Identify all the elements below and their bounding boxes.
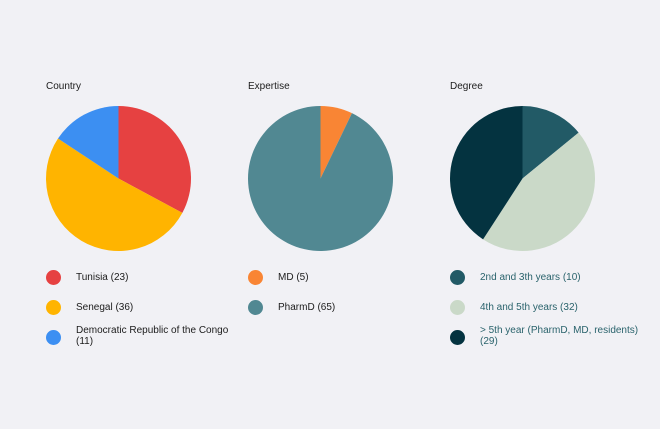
- pie-slice-4th-and-5th-years: [483, 132, 596, 252]
- expertise-chart: Expertise MD (5) PharmD (65): [248, 0, 448, 429]
- legend-item: Senegal (36): [46, 295, 246, 321]
- legend-label: Senegal (36): [76, 302, 134, 313]
- degree-chart: Degree 2nd and 3th years (10) 4th and 5th …: [450, 0, 650, 429]
- legend-item: MD (5): [248, 265, 448, 291]
- pie-chart: [46, 106, 191, 251]
- legend-swatch-tunisia: [46, 270, 61, 285]
- pie-slice-pharmd: [248, 106, 394, 251]
- legend-label: 2nd and 3th years (10): [480, 272, 581, 283]
- legend-item: > 5th year (PharmD, MD, residents) (29): [450, 325, 650, 351]
- legend-item: Tunisia (23): [46, 265, 246, 291]
- chart-title: Degree: [450, 81, 483, 92]
- legend-item: PharmD (65): [248, 295, 448, 321]
- legend-swatch-democratic-republic-of-the-congo: [46, 330, 61, 345]
- legend-item: Democratic Republic of the Congo (11): [46, 325, 246, 351]
- pie-slice-democratic-republic-of-the-congo: [57, 106, 119, 179]
- legend-item: 2nd and 3th years (10): [450, 265, 650, 291]
- legend-label: 4th and 5th years (32): [480, 302, 578, 313]
- legend-swatch-5th-year-pharmd-md-residents: [450, 330, 465, 345]
- legend-label: PharmD (65): [278, 302, 336, 313]
- country-chart: Country Tunisia (23) Senegal (36) Democrati…: [46, 0, 246, 429]
- chart-title: Expertise: [248, 81, 290, 92]
- chart-title: Country: [46, 81, 82, 92]
- legend-item: 4th and 5th years (32): [450, 295, 650, 321]
- legend-swatch-4th-and-5th-years: [450, 300, 465, 315]
- legend-swatch-md: [248, 270, 263, 285]
- pie-slice-2nd-and-3th-years: [522, 106, 579, 179]
- legend-swatch-pharmd: [248, 300, 263, 315]
- pie-slice-5th-year-pharmd-md-residents: [450, 106, 523, 240]
- legend-swatch-senegal: [46, 300, 61, 315]
- pie-slice-tunisia: [118, 106, 191, 213]
- pie-chart: [248, 106, 394, 251]
- legend-label: Democratic Republic of the Congo (11): [76, 325, 229, 347]
- legend-label: MD (5): [278, 272, 309, 283]
- pie-slice-md: [320, 106, 352, 179]
- legend-label: Tunisia (23): [76, 272, 129, 283]
- legend-label: > 5th year (PharmD, MD, residents) (29): [480, 325, 639, 347]
- pie-slice-senegal: [46, 138, 183, 251]
- legend-swatch-2nd-and-3th-years: [450, 270, 465, 285]
- pie-chart: [450, 106, 596, 252]
